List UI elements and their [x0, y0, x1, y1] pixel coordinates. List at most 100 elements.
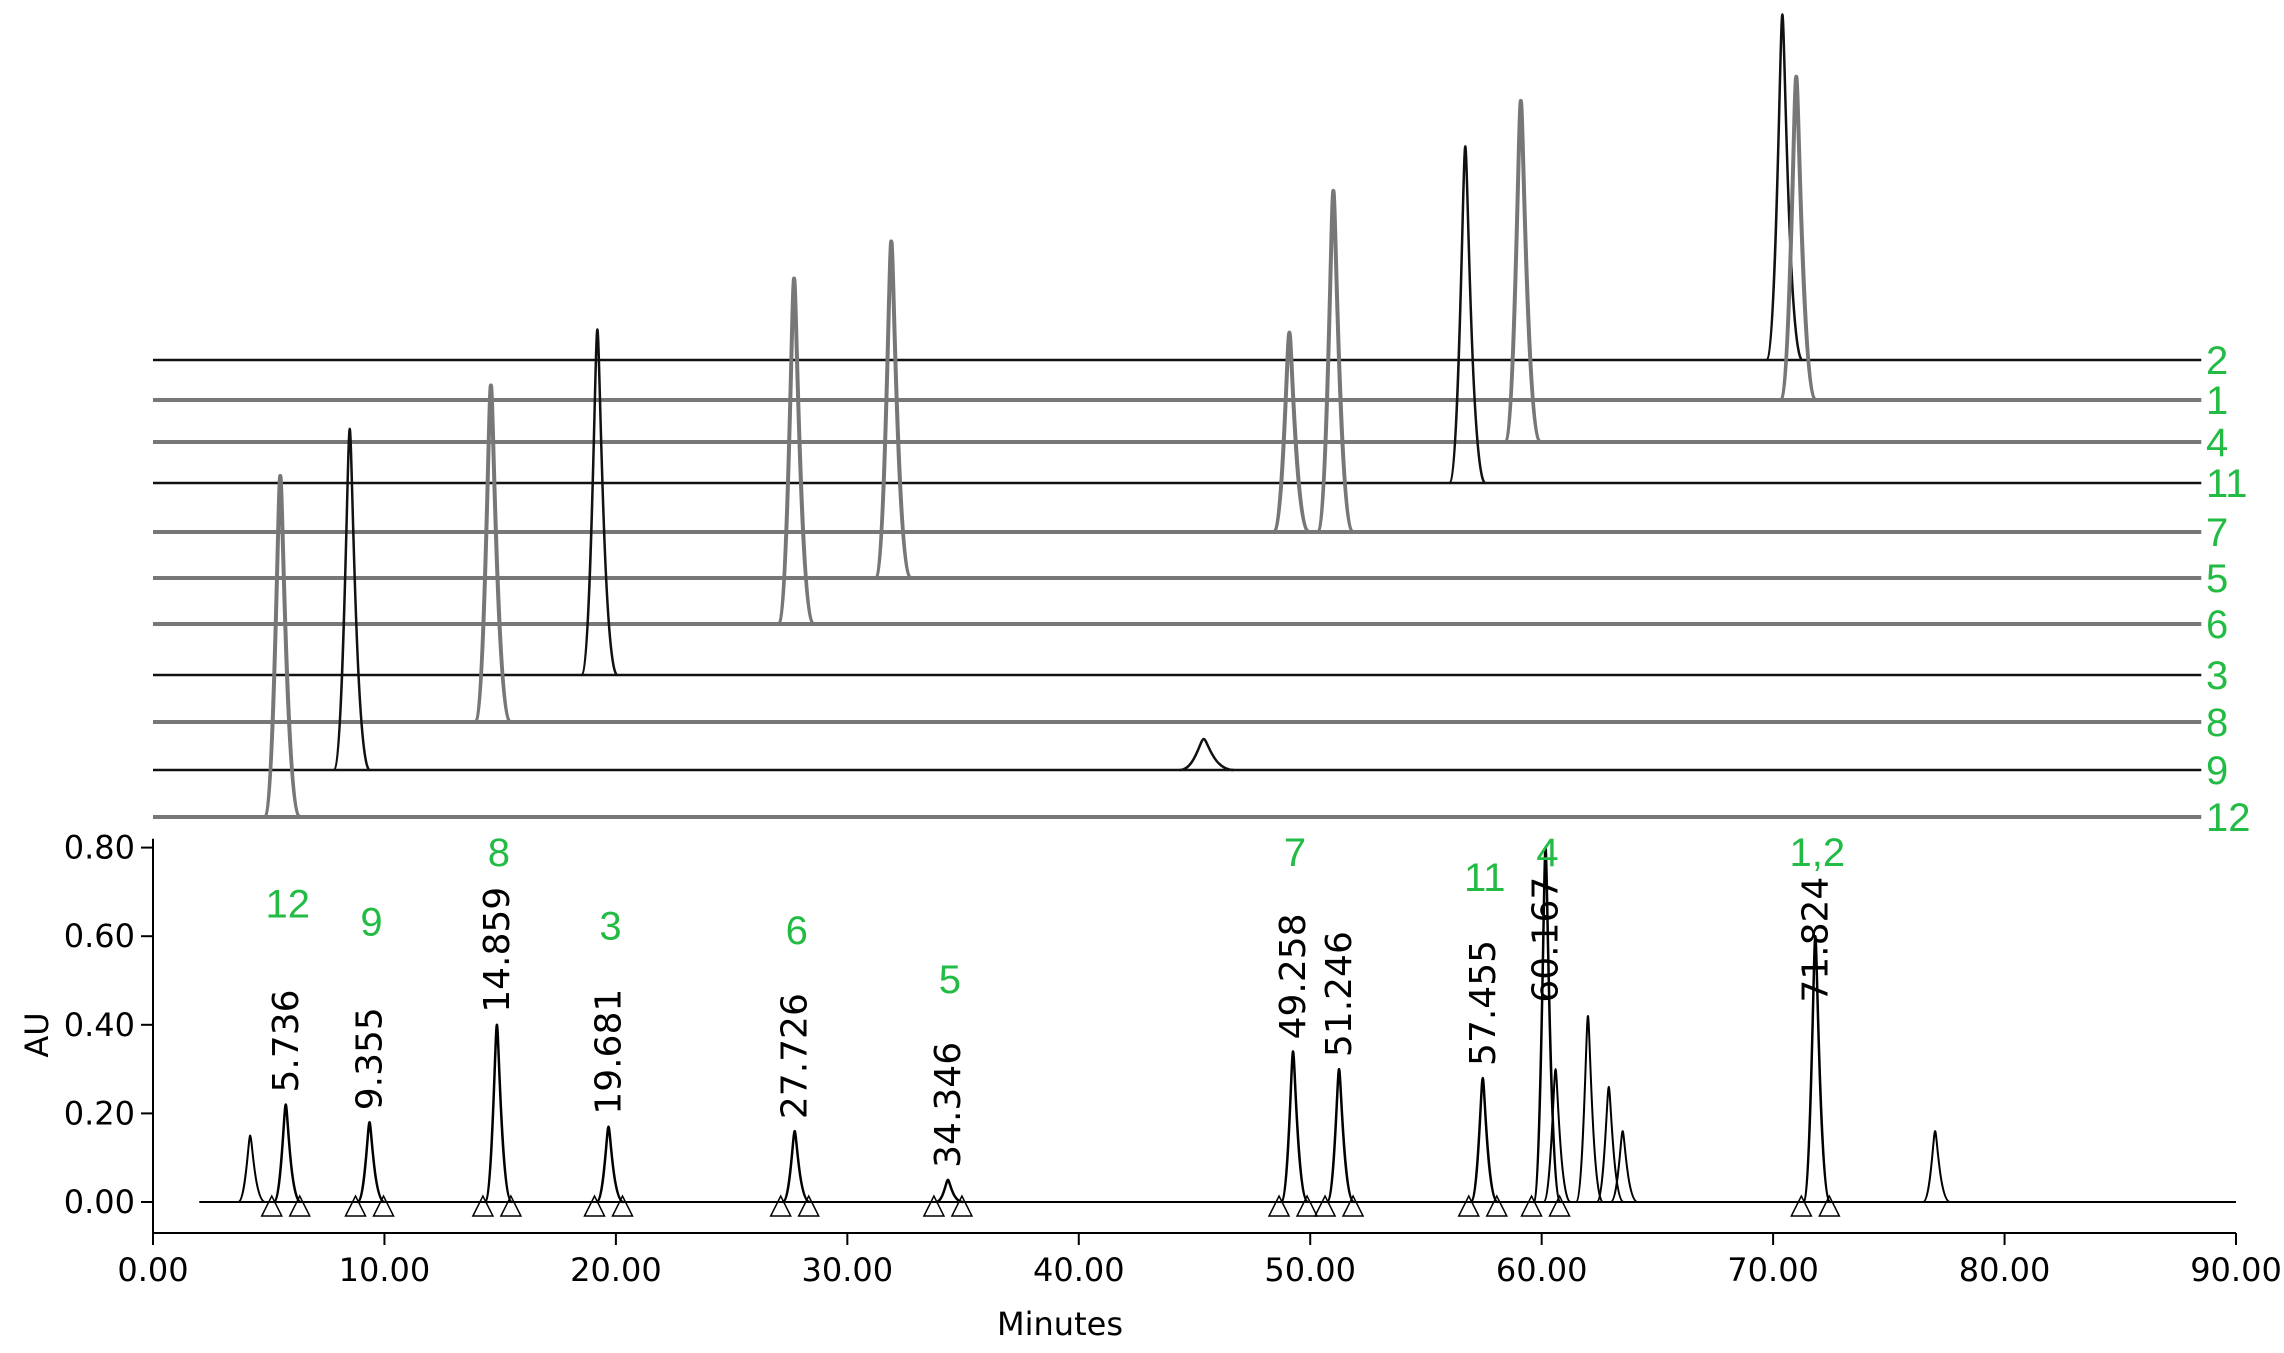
minor-peak	[1542, 1068, 1572, 1203]
retention-time-label: 71.824	[1795, 877, 1836, 1003]
integration-marker	[288, 1194, 311, 1217]
trace-label: 3	[2206, 654, 2228, 698]
x-tick-label: 0.00	[117, 1251, 188, 1289]
trace-label: 2	[2206, 339, 2228, 383]
trace-label: 11	[2206, 462, 2248, 506]
integration-marker	[1548, 1194, 1571, 1217]
x-tick-label: 50.00	[1264, 1251, 1356, 1289]
peak	[1469, 1076, 1499, 1204]
integration-marker	[797, 1194, 820, 1217]
x-tick-label: 80.00	[1959, 1251, 2051, 1289]
compound-label: 5	[939, 958, 961, 1002]
trace-label: 7	[2206, 511, 2228, 555]
y-tick-label: 0.80	[64, 829, 135, 867]
minor-peak	[1595, 1085, 1625, 1203]
compound-label: 9	[360, 900, 382, 944]
retention-time-label: 5.736	[266, 989, 307, 1092]
retention-time-label: 14.859	[477, 887, 518, 1013]
trace-peak	[776, 276, 817, 626]
trace-peak	[873, 239, 914, 580]
trace-peak	[580, 328, 619, 677]
trace-label: 4	[2206, 421, 2228, 465]
peak	[1532, 846, 1562, 1204]
y-tick-label: 0.60	[64, 917, 135, 955]
compound-label: 6	[786, 909, 808, 953]
integration-marker	[922, 1194, 946, 1217]
x-tick-label: 70.00	[1727, 1251, 1819, 1289]
integration-marker	[372, 1194, 395, 1217]
peak	[1279, 1050, 1310, 1204]
minor-peak	[1574, 1014, 1604, 1203]
integration-marker	[1485, 1194, 1508, 1217]
trace-peak	[472, 383, 513, 724]
trace-label: 9	[2206, 749, 2228, 793]
integration-marker	[260, 1194, 283, 1217]
compound-label: 1,2	[1790, 831, 1846, 875]
compound-label: 12	[266, 883, 311, 927]
peak	[935, 1178, 964, 1204]
minor-peak	[1922, 1130, 1951, 1203]
peak	[781, 1129, 811, 1204]
retention-time-label: 19.681	[589, 989, 630, 1115]
integration-marker	[611, 1194, 634, 1217]
integration-marker	[344, 1194, 367, 1217]
integration-marker	[1267, 1194, 1291, 1217]
integration-marker	[499, 1194, 523, 1217]
trace-peak	[1448, 145, 1487, 485]
peak	[1802, 934, 1832, 1204]
x-tick-label: 10.00	[339, 1251, 431, 1289]
trace-peak	[1502, 98, 1543, 444]
integration-marker	[1341, 1194, 1365, 1217]
x-tick-label: 90.00	[2190, 1251, 2282, 1289]
y-tick-label: 0.40	[64, 1006, 135, 1044]
compound-label: 7	[1284, 831, 1306, 875]
x-tick-label: 60.00	[1496, 1251, 1588, 1289]
trace-peak	[262, 473, 303, 819]
x-tick-label: 40.00	[1033, 1251, 1125, 1289]
peak	[1325, 1067, 1356, 1204]
integration-marker	[1790, 1194, 1813, 1217]
trace-label: 6	[2206, 603, 2228, 647]
retention-time-label: 57.455	[1463, 940, 1504, 1066]
retention-time-label: 9.355	[350, 1007, 391, 1110]
compound-label: 3	[599, 905, 621, 949]
trace-label: 8	[2206, 701, 2228, 745]
compound-label: 8	[488, 831, 510, 875]
peak	[272, 1103, 302, 1204]
integration-marker	[950, 1194, 974, 1217]
compound-label: 4	[1536, 831, 1558, 875]
integration-marker	[1295, 1194, 1319, 1217]
retention-time-label: 49.258	[1273, 913, 1314, 1039]
integration-marker	[1313, 1194, 1337, 1217]
integration-marker	[471, 1194, 495, 1217]
integration-marker	[1457, 1194, 1480, 1217]
minor-peak	[1609, 1130, 1639, 1203]
peak	[483, 1023, 514, 1204]
trace-peak	[1315, 188, 1356, 534]
x-tick-label: 20.00	[570, 1251, 662, 1289]
trace-peak	[1271, 330, 1312, 534]
peak	[595, 1125, 625, 1204]
compound-label: 11	[1464, 856, 1506, 900]
y-axis-title: AU	[18, 1012, 56, 1057]
retention-time-label: 27.726	[775, 993, 816, 1119]
integration-marker	[1520, 1194, 1543, 1217]
peak	[356, 1121, 386, 1204]
retention-time-label: 34.346	[928, 1042, 969, 1168]
trace-label: 1	[2206, 379, 2228, 423]
y-tick-label: 0.20	[64, 1094, 135, 1132]
trace-peak	[332, 427, 371, 772]
integration-marker	[1818, 1194, 1841, 1217]
x-tick-label: 30.00	[802, 1251, 894, 1289]
trace-peak	[1765, 13, 1804, 362]
trace-peak	[1179, 737, 1234, 772]
integration-marker	[583, 1194, 606, 1217]
integration-marker	[769, 1194, 792, 1217]
minor-peak	[237, 1134, 266, 1203]
trace-label: 12	[2206, 796, 2251, 840]
x-axis-title: Minutes	[997, 1305, 1123, 1343]
retention-time-label: 51.246	[1319, 931, 1360, 1057]
retention-time-label: 60.167	[1526, 877, 1567, 1003]
